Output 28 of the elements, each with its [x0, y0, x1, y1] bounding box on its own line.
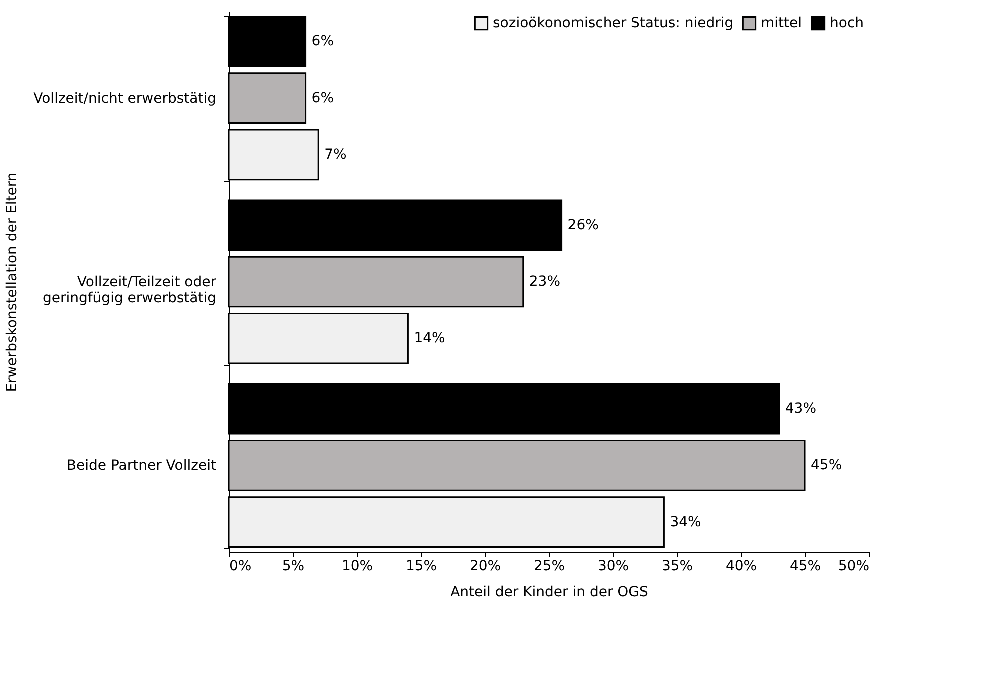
data-label: 6% [312, 90, 334, 106]
x-tick-label: 30% [598, 558, 630, 574]
x-tick-label: 10% [342, 558, 374, 574]
data-label: 6% [312, 34, 334, 50]
data-label: 26% [568, 217, 599, 234]
data-label: 43% [785, 401, 817, 418]
x-tick-label: 25% [534, 558, 566, 574]
data-label: 45% [811, 458, 842, 474]
x-tick-label: 0% [230, 558, 252, 574]
x-tick-label: 45% [790, 558, 822, 574]
legend-label: sozioökonomischer Status: niedrig [493, 16, 734, 32]
x-tick-label: 50% [838, 558, 870, 574]
legend-label: hoch [830, 16, 864, 32]
x-tick-label: 15% [406, 558, 438, 574]
y-tick-label: Vollzeit/Teilzeit oder geringfügig erwerbstätig [42, 274, 217, 306]
x-axis-title: Anteil der Kinder in der OGS [450, 584, 649, 600]
data-label: 34% [670, 514, 702, 530]
x-tick-label: 5% [282, 558, 305, 574]
legend-label: mittel [761, 16, 802, 32]
y-axis-title: Erwerbskonstellation der Eltern [4, 172, 21, 392]
data-label: 23% [529, 274, 561, 290]
data-label: 7% [324, 146, 347, 163]
y-tick-label: Beide Partner Vollzeit [66, 458, 217, 474]
data-label: 14% [414, 330, 446, 347]
y-tick-label: Vollzeit/nicht erwerbstätig [34, 90, 216, 107]
x-tick-label: 40% [726, 558, 758, 574]
x-tick-label: 35% [662, 558, 694, 574]
x-tick-label: 20% [470, 558, 502, 574]
